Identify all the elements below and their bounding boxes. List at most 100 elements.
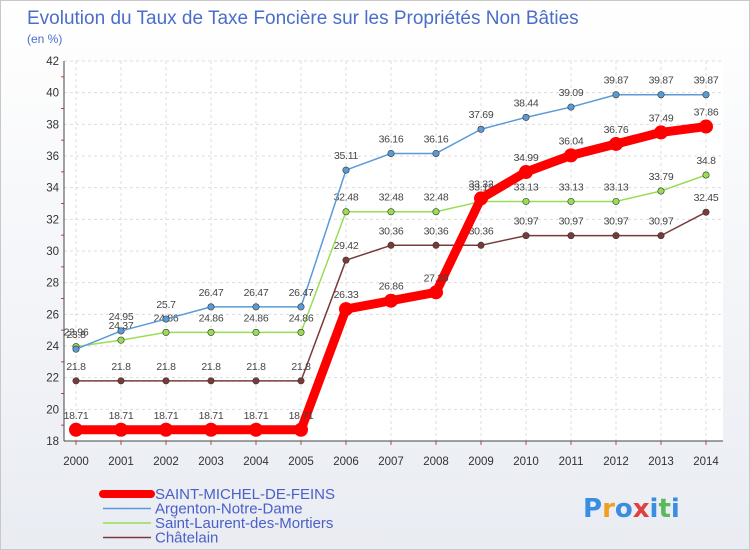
data-point [702,208,710,216]
data-label: 36.76 [604,124,629,136]
data-point [432,241,440,249]
data-label: 24.86 [199,312,224,324]
y-tick-label: 30 [46,246,59,258]
data-label: 39.87 [649,75,674,87]
data-label: 26.47 [289,287,314,299]
data-point [564,148,578,163]
data-label: 32.48 [424,192,449,204]
data-label: 39.87 [694,75,719,87]
y-tick-label: 42 [46,56,59,68]
logo-letter: P [583,494,602,524]
data-label: 30.97 [649,216,674,228]
x-tick-label: 2010 [513,456,539,468]
legend-label: SAINT-MICHEL-DE-FEINS [155,486,335,503]
data-label: 18.71 [244,410,269,422]
data-point [387,241,395,249]
data-label: 33.13 [559,181,584,193]
data-point [342,208,350,216]
chart-title: Evolution du Taux de Taxe Foncière sur l… [27,8,579,29]
data-label: 38.44 [514,97,539,109]
data-label: 32.48 [379,192,404,204]
x-tick-label: 2003 [198,456,224,468]
y-tick-label: 32 [46,214,59,226]
data-point [522,232,530,240]
data-point [252,377,260,385]
logo-letter: t [658,494,670,524]
proxiti-logo: Proxiti [583,494,680,524]
x-tick-label: 2008 [423,456,449,468]
logo-letter: o [615,494,633,524]
data-label: 18.71 [289,410,314,422]
x-tick-label: 2002 [153,456,179,468]
data-point [252,303,260,311]
data-label: 30.97 [559,216,584,228]
data-label: 21.8 [111,361,131,373]
data-label: 30.36 [379,225,404,237]
data-label: 37.49 [649,112,674,124]
legend-label: Saint-Laurent-des-Mortiers [155,515,333,532]
data-label: 33.13 [604,181,629,193]
logo-letter: i [671,494,680,524]
y-tick-label: 28 [46,278,59,290]
data-label: 36.16 [424,133,449,145]
data-point [249,422,263,437]
data-point [702,91,710,99]
data-point [252,328,260,336]
data-point [294,422,308,437]
data-point [207,303,215,311]
series-Châtelain: 21.8 21.8 21.8 21.8 21.8 21.8 29.42 30.36 30.36 3… [66,192,719,385]
chart-subtitle: (en %) [27,32,62,46]
data-point [657,187,665,195]
data-label: 37.69 [469,109,494,121]
x-tick-label: 2001 [108,456,134,468]
series-SAINT-MICHEL-DE-FEINS: 18.71 18.71 18.71 18.71 18.71 18.71 26.33 26.86… [64,107,719,437]
logo-text: Proxiti [583,494,680,524]
data-label: 21.8 [291,361,311,373]
data-point [702,171,710,179]
x-tick-label: 2004 [243,456,269,468]
data-label: 36.16 [379,133,404,145]
data-point [387,208,395,216]
x-tick-label: 2007 [378,456,404,468]
data-label: 18.71 [109,410,134,422]
data-point [612,197,620,205]
data-point [207,328,215,336]
data-label: 27.39 [424,272,449,284]
data-label: 18.71 [154,410,179,422]
data-label: 32.45 [694,192,719,204]
data-point [612,91,620,99]
data-point [612,232,620,240]
data-point [162,315,170,323]
data-point [69,422,83,437]
data-label: 21.8 [66,361,86,373]
data-label: 34.8 [696,155,716,167]
data-label: 24.86 [289,312,314,324]
data-label: 25.7 [156,299,176,311]
data-label: 21.8 [156,361,176,373]
data-point [159,422,173,437]
data-label: 26.86 [379,281,404,293]
data-label: 39.09 [559,87,584,99]
data-point [117,377,125,385]
data-label: 18.71 [64,410,89,422]
x-tick-label: 2011 [559,456,584,468]
data-label: 32.48 [334,192,359,204]
x-tick-label: 2000 [63,456,89,468]
y-tick-label: 40 [46,88,59,100]
data-label: 26.47 [199,287,224,299]
data-point [114,422,128,437]
data-point [339,302,353,317]
data-label: 35.11 [334,150,358,162]
series-Argenton-Notre-Dame: 23.8 24.95 25.7 26.47 26.47 26.47 35.11 36.16 36… [66,75,719,353]
data-label: 24.95 [109,311,134,323]
data-point [519,164,533,179]
data-point [204,422,218,437]
data-point [162,377,170,385]
data-point [567,103,575,111]
legend-label: Châtelain [155,530,218,547]
data-point [522,197,530,205]
data-point [657,232,665,240]
y-tick-label: 36 [46,151,59,163]
y-tick-label: 18 [46,436,59,448]
y-tick-label: 24 [46,341,59,353]
